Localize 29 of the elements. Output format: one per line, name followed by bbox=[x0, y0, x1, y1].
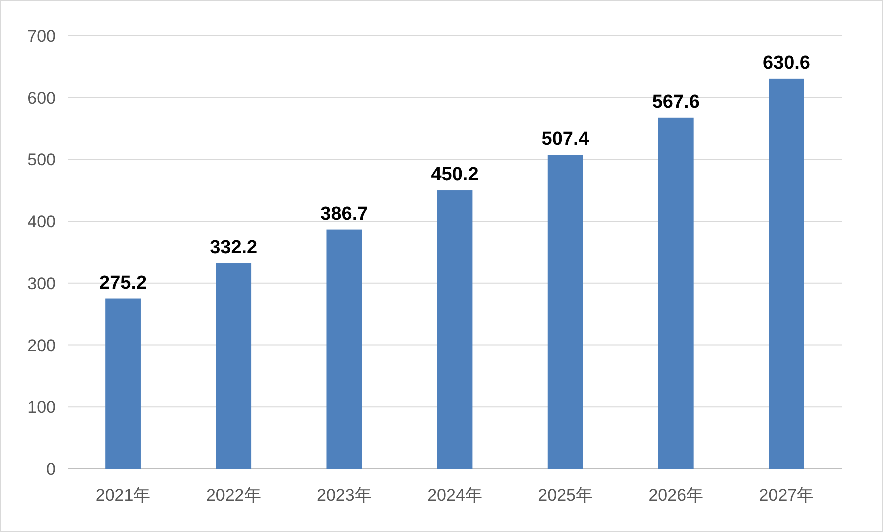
bar bbox=[216, 264, 252, 469]
data-label: 275.2 bbox=[100, 272, 148, 294]
y-tick-label: 400 bbox=[28, 212, 56, 232]
data-label: 332.2 bbox=[210, 238, 258, 259]
y-tick-label: 100 bbox=[28, 398, 56, 418]
x-tick-label: 2027年 bbox=[759, 486, 814, 505]
bar bbox=[548, 155, 584, 469]
data-label: 386.7 bbox=[320, 204, 368, 225]
x-tick-label: 2024年 bbox=[428, 486, 482, 505]
data-label: 507.4 bbox=[542, 129, 590, 150]
y-tick-label: 300 bbox=[28, 274, 56, 294]
y-tick-label: 0 bbox=[46, 460, 56, 479]
x-tick-label: 2022年 bbox=[206, 486, 262, 505]
bar bbox=[769, 78, 804, 469]
y-tick-label: 200 bbox=[28, 336, 56, 356]
bar bbox=[437, 190, 473, 469]
x-tick-label: 2026年 bbox=[648, 486, 704, 505]
bar bbox=[326, 230, 362, 469]
x-tick-label: 2025年 bbox=[538, 486, 593, 505]
data-label: 630.6 bbox=[762, 52, 810, 74]
x-tick-label: 2021年 bbox=[96, 486, 151, 505]
x-tick-label: 2023年 bbox=[317, 486, 372, 505]
data-label: 450.2 bbox=[431, 164, 479, 186]
bar bbox=[658, 118, 694, 469]
data-label: 567.6 bbox=[652, 92, 700, 113]
bar bbox=[106, 298, 141, 469]
y-tick-label: 500 bbox=[28, 150, 56, 170]
y-tick-label: 600 bbox=[28, 88, 56, 108]
y-tick-label: 700 bbox=[28, 27, 56, 46]
